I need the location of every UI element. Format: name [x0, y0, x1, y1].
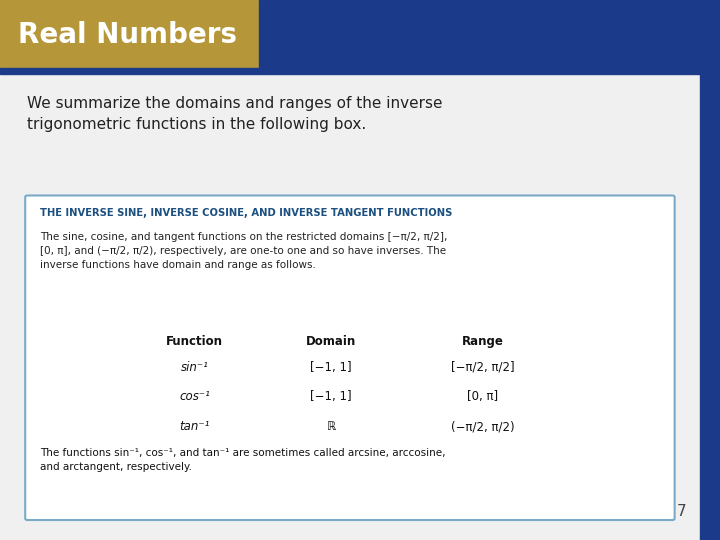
Text: The sine, cosine, and tangent functions on the restricted domains [−π/2, π/2],
[: The sine, cosine, and tangent functions …	[40, 232, 448, 270]
Text: Real Numbers: Real Numbers	[18, 21, 237, 49]
Text: Function: Function	[166, 335, 223, 348]
FancyBboxPatch shape	[25, 195, 675, 520]
Text: We summarize the domains and ranges of the inverse
trigonometric functions in th: We summarize the domains and ranges of t…	[27, 96, 443, 132]
Text: [0, π]: [0, π]	[467, 390, 498, 403]
Text: [−π/2, π/2]: [−π/2, π/2]	[451, 361, 514, 374]
Bar	[0, 68, 700, 74]
Text: sin⁻¹: sin⁻¹	[181, 361, 208, 374]
Text: (−π/2, π/2): (−π/2, π/2)	[451, 420, 514, 433]
Text: [−1, 1]: [−1, 1]	[310, 361, 352, 374]
Text: 7: 7	[676, 504, 686, 519]
Text: ℝ: ℝ	[327, 420, 336, 433]
Bar	[700, 0, 720, 540]
Text: Range: Range	[462, 335, 503, 348]
Bar	[259, 0, 700, 68]
Text: [−1, 1]: [−1, 1]	[310, 390, 352, 403]
Bar	[0, 0, 259, 68]
Text: cos⁻¹: cos⁻¹	[179, 390, 210, 403]
Text: tan⁻¹: tan⁻¹	[179, 420, 210, 433]
Text: Domain: Domain	[306, 335, 356, 348]
Text: THE INVERSE SINE, INVERSE COSINE, AND INVERSE TANGENT FUNCTIONS: THE INVERSE SINE, INVERSE COSINE, AND IN…	[40, 208, 453, 218]
Text: The functions sin⁻¹, cos⁻¹, and tan⁻¹ are sometimes called arcsine, arccosine,
a: The functions sin⁻¹, cos⁻¹, and tan⁻¹ ar…	[40, 448, 446, 472]
